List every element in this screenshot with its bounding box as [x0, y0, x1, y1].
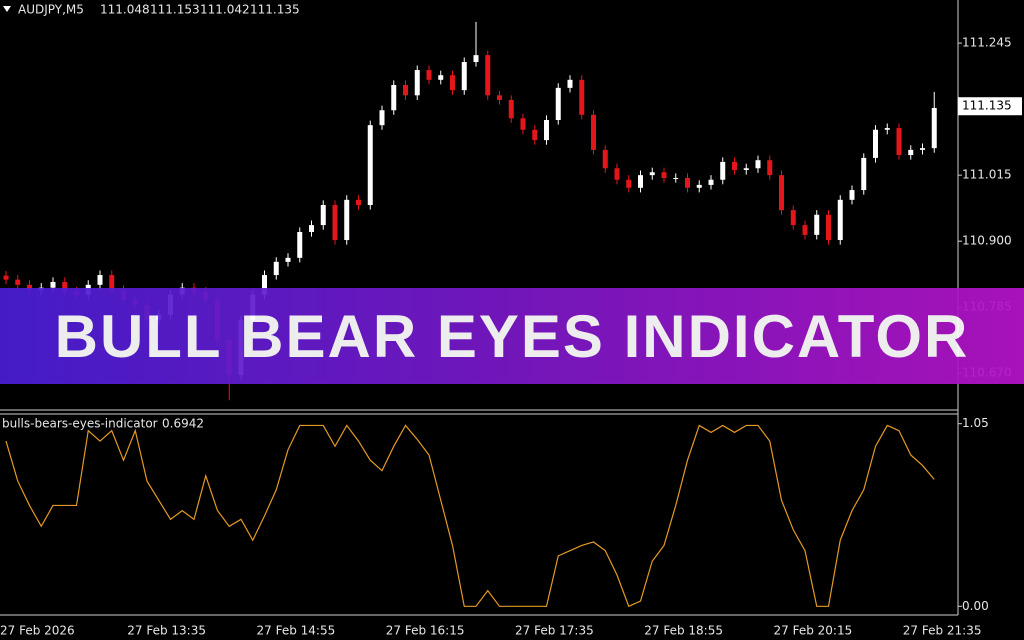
candle-body — [673, 178, 679, 180]
candle-body — [732, 161, 737, 170]
indicator-value: 0.6942 — [162, 417, 204, 431]
header-value: 111.135 — [250, 3, 300, 17]
candle-body — [508, 99, 514, 119]
header-value: 111.042 — [200, 3, 250, 17]
header: AUDJPY,M5 111.048 111.153 111.042 111.135 — [18, 3, 300, 17]
candle-body — [649, 172, 655, 176]
candle-body — [320, 205, 326, 226]
candle-body — [567, 79, 573, 88]
menu-arrow — [3, 6, 11, 12]
candle-body — [920, 148, 925, 150]
candle-body — [297, 231, 303, 258]
current-price-box — [958, 97, 1022, 116]
candle-body — [50, 281, 56, 288]
header-value: 111.048 — [100, 3, 150, 17]
candle-body — [3, 275, 9, 280]
candle-body — [931, 107, 937, 149]
y-tick-label: 111.015 — [962, 168, 1012, 182]
candle-body — [743, 168, 749, 170]
x-tick-label: 27 Feb 18:55 — [644, 624, 723, 638]
candle-body — [309, 225, 314, 232]
symbol: AUDJPY,M5 — [18, 3, 84, 17]
candle-body — [497, 95, 502, 100]
candle-body — [708, 179, 714, 185]
candle-body — [97, 275, 103, 285]
candle-body — [908, 149, 914, 156]
candle-body — [826, 214, 831, 241]
candle-body — [285, 257, 291, 262]
candle-body — [685, 178, 690, 188]
x-tick-label: 27 Feb 14:55 — [257, 624, 336, 638]
candle-body — [262, 275, 267, 295]
candle-body — [27, 284, 32, 290]
y-tick-label: 0.00 — [962, 599, 989, 613]
candle-body — [614, 168, 620, 180]
candle-body — [391, 84, 397, 111]
candle-body — [790, 210, 796, 226]
indicator-line — [5, 424, 935, 608]
candle-body — [62, 281, 68, 292]
candle-body — [379, 110, 385, 126]
candle-body — [273, 261, 279, 276]
candle-body — [520, 118, 526, 130]
candle-body — [579, 79, 585, 115]
header-value: 111.153 — [150, 3, 200, 17]
x-tick-label: 27 Feb 17:35 — [515, 624, 594, 638]
y-tick-label: 111.245 — [962, 36, 1012, 50]
candle-body — [332, 205, 338, 241]
x-tick-label: 27 Feb 21:35 — [903, 624, 982, 638]
candle-body — [555, 87, 561, 121]
candle-body — [814, 214, 820, 235]
candle-body — [720, 161, 726, 180]
banner: BULL BEAR EYES INDICATOR — [0, 288, 1024, 384]
current-price-label: 111.135 — [962, 99, 1012, 113]
x-tick-label: 27 Feb 2026 — [0, 624, 75, 638]
candle-body — [802, 225, 808, 235]
candle-body — [861, 157, 867, 191]
candle-body — [414, 70, 420, 96]
candle-body — [544, 120, 549, 141]
candle-body — [884, 128, 890, 130]
x-tick-label: 27 Feb 13:35 — [127, 624, 206, 638]
y-tick-label: 1.05 — [962, 416, 989, 430]
candle-body — [15, 279, 21, 285]
candle-body — [461, 62, 467, 91]
candle-body — [779, 175, 784, 211]
candle-body — [896, 128, 902, 156]
x-tick-label: 27 Feb 16:15 — [386, 624, 465, 638]
candle-body — [450, 75, 455, 91]
candle-body — [473, 55, 479, 63]
candle-body — [485, 55, 491, 96]
candle-body — [426, 70, 432, 80]
banner-text: BULL BEAR EYES INDICATOR — [54, 302, 970, 370]
candle-body — [367, 125, 373, 205]
candle-body — [356, 199, 361, 205]
candle-body — [591, 114, 596, 150]
y-tick-label: 110.900 — [962, 234, 1012, 248]
x-tick-label: 27 Feb 20:15 — [774, 624, 853, 638]
candle-body — [873, 129, 878, 158]
candle-body — [661, 172, 667, 179]
candle-body — [638, 175, 643, 188]
candle-body — [438, 75, 444, 80]
candle-body — [696, 184, 702, 188]
indicator-name: bulls-bears-eyes-indicator — [2, 417, 158, 431]
candle-body — [755, 160, 761, 169]
candle-body — [532, 129, 538, 141]
candle-body — [626, 179, 632, 188]
candle-body — [344, 199, 350, 241]
candle-body — [849, 190, 855, 200]
candle-body — [602, 149, 608, 169]
candle-body — [767, 160, 773, 176]
candle-body — [403, 84, 408, 96]
candle-body — [837, 199, 843, 241]
candle-body — [109, 275, 115, 290]
